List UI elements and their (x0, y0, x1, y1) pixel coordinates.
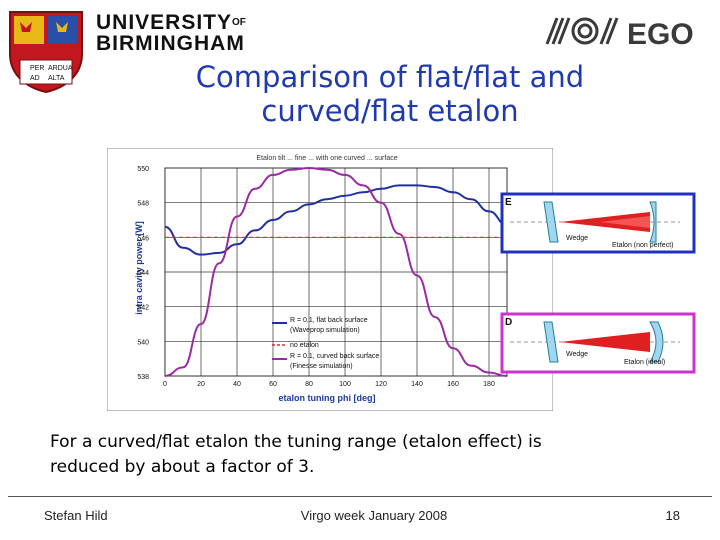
inset-d-label-wedge: Wedge (566, 351, 588, 358)
y-tick-label: 542 (137, 305, 149, 312)
slide-caption: For a curved/flat etalon the tuning rang… (50, 430, 690, 480)
tick-layer: 0 20 40 60 80 100 120 140 160 180 538 540 542 544 546 5… (137, 166, 495, 388)
x-tick-label: 140 (411, 381, 423, 388)
chart-title: Etalon tilt ... fine ... with one curved… (256, 155, 397, 162)
crest-motto-alta: ALTA (48, 75, 65, 82)
inset-e-label-etalon: Etalon (non perfect) (612, 242, 673, 249)
y-tick-label: 548 (137, 201, 149, 208)
crest-motto-per: PER (30, 65, 44, 72)
x-tick-label: 0 (163, 381, 167, 388)
x-tick-label: 20 (197, 381, 205, 388)
legend-label-flat-2: (Waveprop simulation) (290, 327, 360, 334)
footer-event: Virgo week January 2008 (300, 508, 448, 523)
y-tick-label: 544 (137, 270, 149, 277)
y-tick-label: 540 (137, 339, 149, 346)
slide-title: Comparison of flat/flat and curved/flat … (120, 60, 660, 128)
grid-layer (164, 167, 508, 377)
inset-panel-e: E Wedge Etalon (non perfect) (500, 192, 696, 254)
series-layer (164, 166, 508, 377)
title-line1: Comparison of flat/flat and (195, 60, 585, 94)
caption-line2: reduced by about a factor of 3. (50, 457, 315, 477)
chart-legend: R = 0.1, flat back surface (Waveprop sim… (272, 317, 379, 370)
university-line2: BIRMINGHAM (96, 32, 245, 55)
inset-e-label-wedge: Wedge (566, 235, 588, 242)
university-name: UNIVERSITYOF BIRMINGHAM (96, 12, 246, 54)
crest-motto-ardua: ARDUA (48, 65, 73, 72)
inset-e-marker: E (505, 197, 512, 208)
crest-motto-ad: AD (30, 75, 40, 82)
inset-d-label-etalon: Etalon (ideal) (624, 359, 665, 366)
y-tick-label: 546 (137, 235, 149, 242)
footer-page-number: 18 (665, 508, 680, 523)
y-tick-label: 538 (137, 374, 149, 381)
inset-panel-d: D Wedge Etalon (ideal) (500, 312, 696, 374)
x-tick-label: 160 (447, 381, 459, 388)
x-axis-label: etalon tuning phi [deg] (279, 393, 376, 403)
legend-label-no-etalon: no etalon (290, 342, 319, 349)
x-tick-label: 100 (339, 381, 351, 388)
ego-logo: EGO (545, 17, 694, 48)
etalon-tuning-chart: Etalon tilt ... fine ... with one curved… (107, 148, 553, 411)
x-tick-label: 180 (483, 381, 495, 388)
university-crest-logo: PER ARDUA AD ALTA (9, 11, 83, 94)
title-line2: curved/flat etalon (261, 94, 519, 128)
x-tick-label: 60 (269, 381, 277, 388)
series-line-0 (164, 184, 508, 256)
x-tick-label: 120 (375, 381, 387, 388)
ego-text: EGO (627, 18, 694, 48)
legend-label-curved-2: (Finesse simulation) (290, 363, 353, 370)
caption-line1: For a curved/flat etalon the tuning rang… (50, 432, 542, 452)
university-line1: UNIVERSITY (96, 11, 233, 34)
x-tick-label: 80 (305, 381, 313, 388)
inset-d-marker: D (505, 317, 512, 328)
legend-label-curved-1: R = 0.1, curved back surface (290, 353, 379, 360)
y-tick-label: 550 (137, 166, 149, 173)
footer-author: Stefan Hild (44, 508, 108, 523)
university-of: OF (232, 17, 246, 28)
x-tick-label: 40 (233, 381, 241, 388)
y-axis-label: intra cavity power [W] (134, 221, 144, 315)
footer-divider (8, 496, 712, 497)
series-line-2 (164, 166, 508, 377)
legend-label-flat-1: R = 0.1, flat back surface (290, 317, 368, 324)
